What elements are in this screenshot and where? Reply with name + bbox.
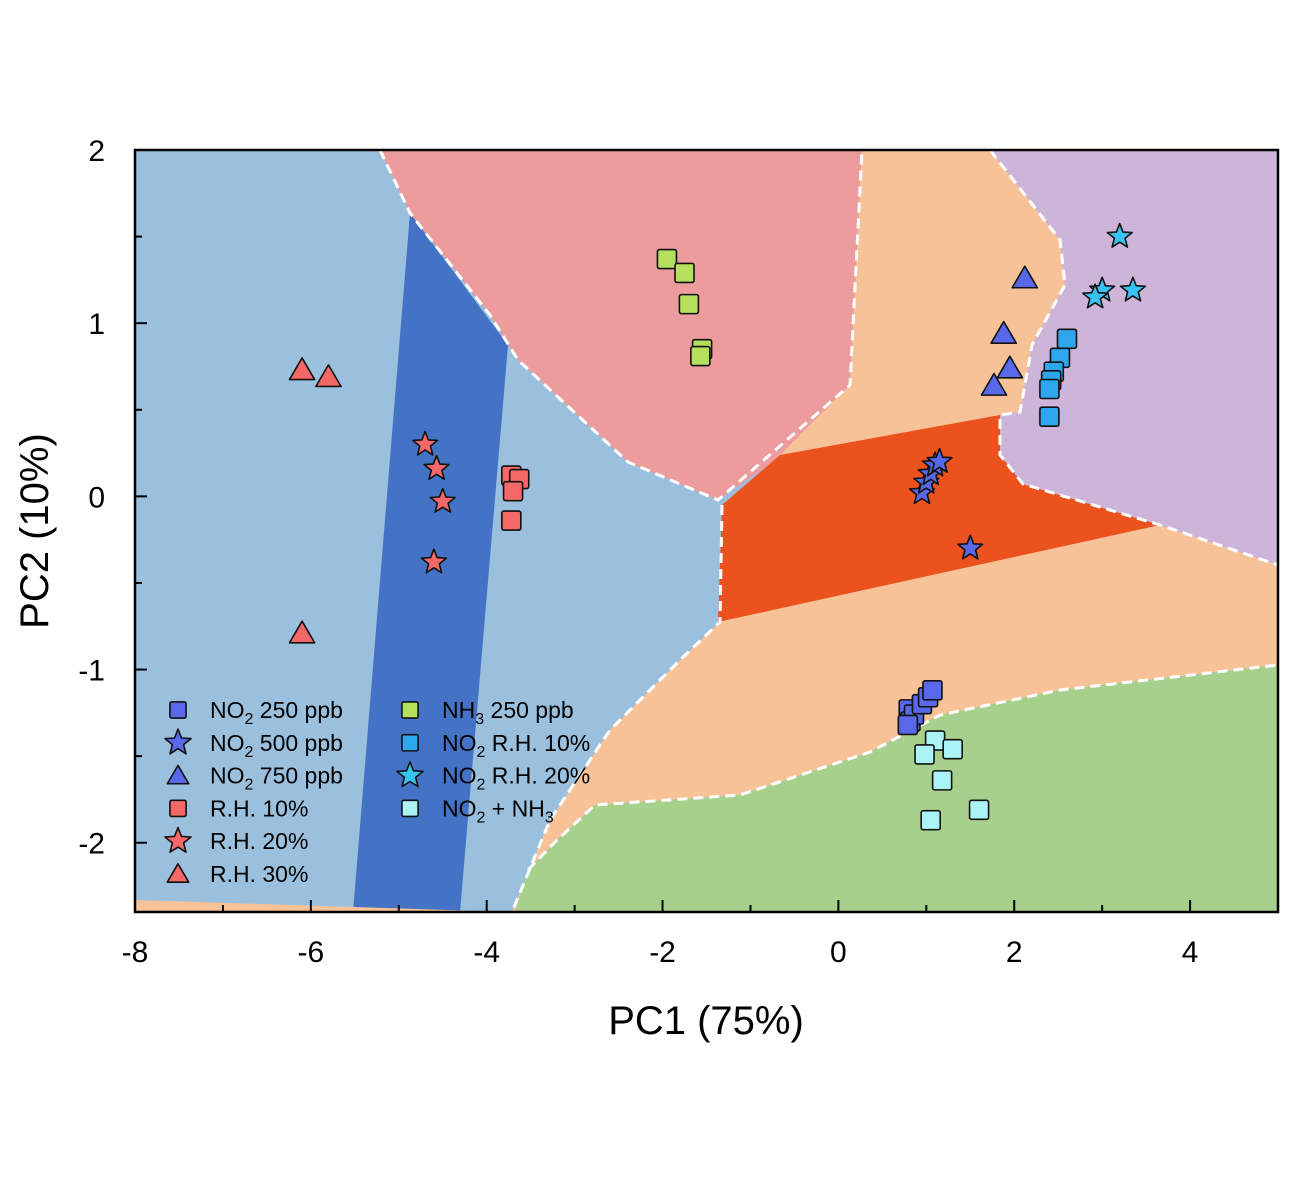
legend-label: R.H. 20% — [210, 828, 308, 854]
boundary-line — [526, 663, 1278, 872]
boundary-line — [378, 150, 864, 502]
legend-marker — [166, 764, 190, 785]
data-point-no2-r-h-10 — [1039, 378, 1060, 400]
data-point-r-h-10 — [502, 480, 524, 502]
data-point-r-h-20 — [411, 430, 439, 456]
data-point-r-h-30 — [288, 357, 316, 381]
x-tick-label: -2 — [649, 936, 676, 969]
legend-marker — [401, 701, 419, 719]
x-tick-label: -8 — [122, 936, 149, 969]
x-tick-label: 0 — [830, 936, 847, 969]
legend-marker — [164, 826, 192, 854]
data-point-no2-r-h-20 — [1106, 222, 1133, 248]
data-point-nh3-250-ppb — [678, 293, 700, 315]
data-point-no2-nh3 — [942, 738, 963, 760]
data-point-no2-250-ppb — [922, 680, 943, 701]
data-point-r-h-20 — [420, 548, 448, 574]
data-point-no2-r-h-10 — [1056, 328, 1078, 350]
legend-marker — [169, 701, 187, 719]
data-point-r-h-20 — [423, 454, 450, 481]
data-point-no2-nh3 — [968, 799, 990, 821]
data-point-no2-nh3 — [931, 770, 953, 791]
data-point-nh3-250-ppb — [656, 248, 678, 270]
x-tick-label: -4 — [473, 936, 500, 969]
legend-marker — [169, 799, 187, 818]
data-point-no2-750-ppb — [996, 355, 1024, 379]
boundary-line — [988, 150, 1278, 567]
legend-marker — [164, 728, 192, 755]
data-point-no2-nh3 — [920, 809, 942, 831]
legend-label: R.H. 10% — [210, 795, 308, 821]
y-tick-label: -1 — [78, 655, 105, 688]
x-axis-title: PC1 (75%) — [608, 999, 804, 1043]
data-point-no2-nh3 — [914, 744, 935, 765]
data-point-r-h-30 — [288, 620, 316, 644]
data-point-r-h-30 — [315, 364, 342, 388]
legend-marker — [166, 862, 190, 883]
legend-label: NO2 750 ppb — [210, 763, 343, 794]
x-tick-label: 2 — [1006, 936, 1023, 969]
region-no2-nh3 — [515, 665, 1278, 912]
boundary-line — [510, 504, 724, 912]
data-point-no2-r-h-10 — [1039, 406, 1060, 428]
data-point-no2-r-h-20 — [1082, 283, 1109, 309]
axis-ticks: -8 -6 -4 -2 0 2 4 2 1 0 -1 -2 — [78, 135, 1198, 969]
legend-label: R.H. 30% — [210, 861, 308, 887]
region-no2-500 — [718, 415, 1160, 622]
x-tick-label: -6 — [298, 936, 325, 969]
data-point-r-h-20 — [429, 487, 456, 513]
legend-marker — [401, 733, 419, 752]
region-nh3 — [380, 150, 862, 500]
data-point-no2-r-h-20 — [1119, 276, 1147, 302]
data-point-no2-750-ppb — [1011, 265, 1039, 289]
data-point-no2-250-ppb — [897, 714, 919, 736]
legend-label: NO2 250 ppb — [210, 697, 343, 728]
x-tick-label: 4 — [1182, 936, 1199, 969]
data-point-nh3-250-ppb — [674, 262, 695, 284]
region-no2-rh20 — [990, 150, 1278, 565]
data-point-no2-750-ppb — [990, 320, 1018, 344]
legend-marker — [401, 799, 419, 818]
data-point-no2-500-ppb — [957, 534, 984, 560]
y-tick-label: -2 — [78, 828, 105, 861]
y-tick-label: 0 — [88, 481, 105, 514]
legend-label: NO2 R.H. 10% — [442, 730, 590, 761]
data-point-r-h-10 — [501, 510, 522, 531]
legend-label: NH3 250 ppb — [442, 697, 574, 728]
data-point-no2-500-ppb — [926, 447, 953, 474]
y-tick-label: 2 — [88, 135, 105, 168]
legend-label: NO2 R.H. 20% — [442, 763, 590, 794]
data-markers — [288, 222, 1147, 831]
plot-frame — [133, 148, 1280, 914]
legend-marker — [396, 761, 424, 788]
y-tick-label: 1 — [88, 308, 105, 341]
y-axis-title: PC2 (10%) — [13, 433, 57, 629]
legend-label: NO2 500 ppb — [210, 730, 343, 761]
data-point-nh3-250-ppb — [690, 345, 711, 367]
legend-label: NO2 + NH3 — [442, 795, 554, 826]
data-point-no2-750-ppb — [980, 372, 1008, 396]
